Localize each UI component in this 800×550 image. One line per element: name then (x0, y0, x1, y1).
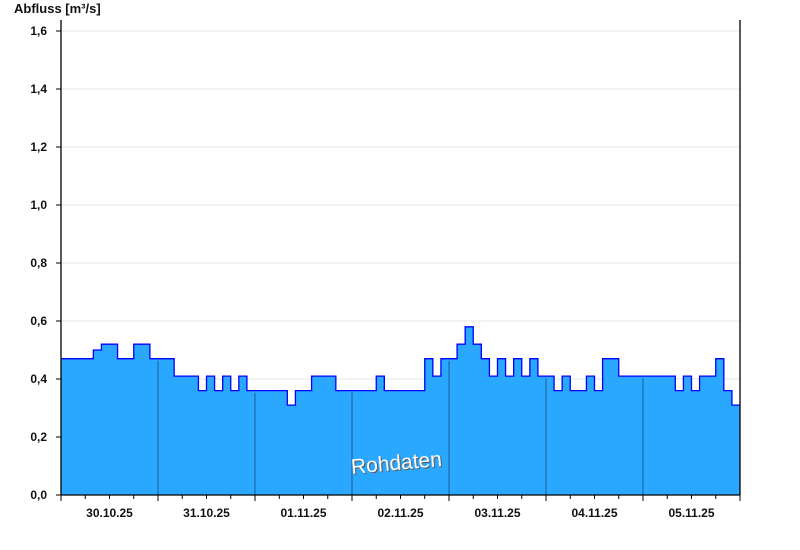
x-tick-label: 30.10.25 (86, 506, 133, 520)
data-line (61, 326, 740, 406)
x-tick-label: 31.10.25 (183, 506, 230, 520)
y-tick-label: 0,0 (30, 488, 47, 502)
y-tick-label: 1,2 (30, 140, 47, 154)
y-tick-label: 0,8 (30, 256, 47, 270)
x-tick-label: 02.11.25 (377, 506, 423, 520)
x-tick-label: 01.11.25 (280, 506, 326, 520)
y-tick-label: 0,6 (30, 314, 47, 328)
y-tick-label: 0,2 (30, 430, 47, 444)
y-tick-label: 1,6 (30, 24, 47, 38)
x-tick-label: 04.11.25 (571, 506, 617, 520)
y-axis-title: Abfluss [m³/s] (14, 1, 101, 16)
x-tick-label: 05.11.25 (668, 506, 714, 520)
x-tick-label: 03.11.25 (474, 506, 520, 520)
data-area (61, 326, 740, 495)
y-tick-label: 1,4 (30, 82, 47, 96)
y-tick-label: 1,0 (30, 198, 47, 212)
y-tick-label: 0,4 (30, 372, 47, 386)
